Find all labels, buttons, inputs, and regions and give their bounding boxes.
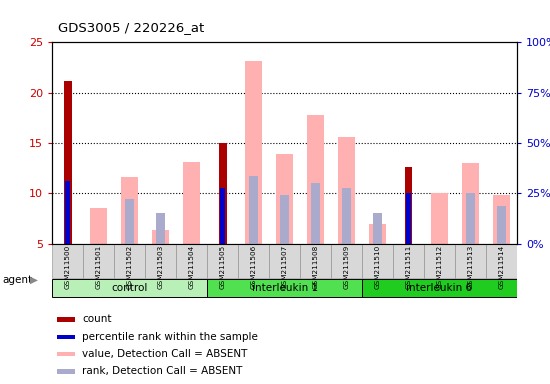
Text: GSM211504: GSM211504 <box>189 244 195 289</box>
Text: GSM211508: GSM211508 <box>312 244 318 289</box>
Bar <box>145 244 176 278</box>
Text: GSM211514: GSM211514 <box>498 244 504 289</box>
Bar <box>121 177 138 244</box>
Bar <box>245 61 262 244</box>
Text: interleukin 6: interleukin 6 <box>406 283 472 293</box>
Text: agent: agent <box>3 275 33 285</box>
Text: interleukin 1: interleukin 1 <box>251 283 318 293</box>
Bar <box>311 184 320 244</box>
Bar <box>52 244 83 278</box>
Text: GSM211502: GSM211502 <box>126 244 133 289</box>
Text: ▶: ▶ <box>30 275 38 285</box>
Bar <box>431 194 448 244</box>
Bar <box>424 244 455 278</box>
Text: value, Detection Call = ABSENT: value, Detection Call = ABSENT <box>82 349 248 359</box>
Bar <box>462 163 479 244</box>
Text: GSM211500: GSM211500 <box>65 244 71 289</box>
Bar <box>369 223 386 244</box>
Bar <box>156 213 166 244</box>
Bar <box>221 189 225 244</box>
Text: GDS3005 / 220226_at: GDS3005 / 220226_at <box>58 21 204 34</box>
Text: rank, Detection Call = ABSENT: rank, Detection Call = ABSENT <box>82 366 243 376</box>
Text: control: control <box>112 283 148 293</box>
Bar <box>362 279 517 297</box>
Bar <box>177 244 207 278</box>
Bar <box>57 334 75 339</box>
Text: GSM211509: GSM211509 <box>344 244 350 289</box>
Bar <box>90 208 107 244</box>
Bar <box>493 195 510 244</box>
Bar <box>249 176 258 244</box>
Bar <box>497 205 506 244</box>
Bar <box>373 213 382 244</box>
Bar <box>152 230 169 244</box>
Bar <box>331 244 362 278</box>
Text: GSM211501: GSM211501 <box>96 244 102 289</box>
Bar <box>52 279 207 297</box>
Bar <box>57 352 75 356</box>
Bar <box>207 244 238 278</box>
Bar <box>270 244 300 278</box>
Bar <box>406 194 411 244</box>
Bar <box>125 200 134 244</box>
Bar <box>64 81 72 244</box>
Bar <box>307 115 324 244</box>
Bar <box>405 167 412 244</box>
Bar <box>342 189 351 244</box>
Text: GSM211507: GSM211507 <box>282 244 288 289</box>
Bar <box>455 244 486 278</box>
Bar <box>300 244 331 278</box>
Text: GSM211513: GSM211513 <box>468 244 474 289</box>
Text: GSM211510: GSM211510 <box>375 244 381 289</box>
Bar <box>280 195 289 244</box>
Bar <box>238 244 269 278</box>
Text: percentile rank within the sample: percentile rank within the sample <box>82 332 258 342</box>
Bar <box>338 137 355 244</box>
Bar <box>183 162 200 244</box>
Bar <box>219 143 227 244</box>
Bar <box>57 317 75 322</box>
Text: count: count <box>82 314 112 324</box>
Bar <box>393 244 424 278</box>
Bar <box>362 244 393 278</box>
Bar <box>84 244 114 278</box>
Text: GSM211512: GSM211512 <box>437 244 443 289</box>
Bar <box>207 279 362 297</box>
Bar <box>114 244 145 278</box>
Text: GSM211503: GSM211503 <box>158 244 164 289</box>
Bar <box>466 194 475 244</box>
Text: GSM211506: GSM211506 <box>251 244 257 289</box>
Text: GSM211505: GSM211505 <box>219 244 226 289</box>
Bar <box>65 181 70 244</box>
Bar <box>486 244 517 278</box>
Bar <box>57 369 75 374</box>
Text: GSM211511: GSM211511 <box>405 244 411 289</box>
Bar <box>276 154 293 244</box>
